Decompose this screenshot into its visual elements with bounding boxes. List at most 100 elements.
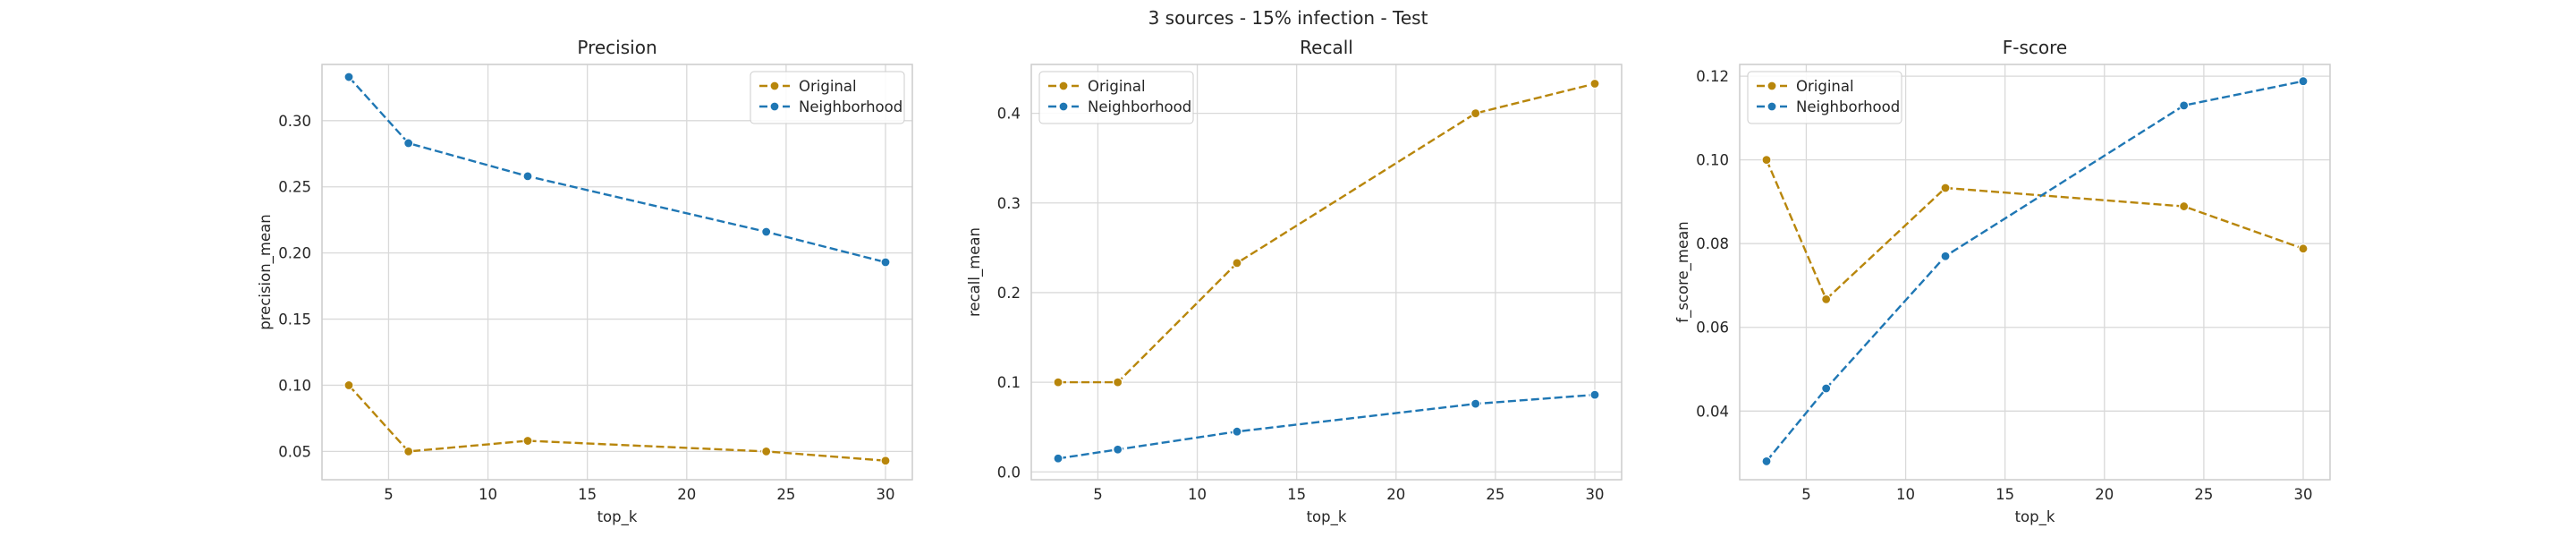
x-axis-label: top_k — [2015, 508, 2055, 526]
data-point-original — [403, 446, 414, 456]
data-point-neighborhood — [403, 138, 414, 149]
legend-label-neighborhood: Neighborhood — [799, 98, 902, 115]
x-tick-label: 25 — [776, 486, 795, 503]
y-tick-label: 0.12 — [1696, 68, 1729, 85]
data-point-original — [1053, 377, 1063, 388]
subplot-title: F-score — [2003, 37, 2067, 58]
y-axis-label: precision_mean — [257, 214, 275, 329]
y-tick-label: 0.3 — [997, 195, 1021, 212]
y-tick-label: 0.05 — [278, 443, 311, 460]
y-tick-label: 0.08 — [1696, 235, 1729, 252]
legend-label-neighborhood: Neighborhood — [1088, 98, 1191, 115]
legend-box — [1038, 71, 1194, 124]
data-point-neighborhood — [1232, 426, 1242, 437]
data-point-neighborhood — [1589, 389, 1600, 400]
data-point-original — [2298, 243, 2309, 254]
series-line-original — [348, 384, 886, 462]
y-tick-label: 0.10 — [1696, 152, 1729, 169]
legend-marker-neighborhood — [1058, 101, 1069, 112]
y-axis-label: recall_mean — [966, 227, 984, 317]
legend-label-neighborhood: Neighborhood — [1796, 98, 1900, 115]
legend: Original Neighborhood — [1747, 71, 1902, 124]
y-tick-label: 0.10 — [278, 377, 311, 394]
legend: Original Neighborhood — [750, 71, 905, 124]
x-tick-label: 20 — [1386, 486, 1405, 503]
x-tick-label: 15 — [1996, 486, 2014, 503]
subplot-precision: 5 10 15 20 25 30 0.05 0.10 0.15 0.20 0.25 0.30 Preci… — [257, 37, 913, 526]
data-point-original — [343, 379, 354, 391]
data-point-original — [1113, 377, 1123, 388]
x-tick-label: 5 — [1093, 486, 1103, 503]
x-tick-label: 5 — [1801, 486, 1811, 503]
x-tick-label: 20 — [677, 486, 696, 503]
subplot-f-score: 5 10 15 20 25 30 0.04 0.06 0.08 0.10 0.12 F-score to… — [1674, 37, 2331, 526]
x-tick-label: 20 — [2095, 486, 2114, 503]
y-tick-label: 0.06 — [1696, 320, 1729, 337]
x-tick-label: 30 — [877, 486, 895, 503]
data-point-neighborhood — [2298, 76, 2309, 87]
y-tick-label: 0.4 — [997, 106, 1021, 123]
legend-marker-original — [1767, 81, 1777, 91]
data-point-neighborhood — [1053, 453, 1063, 464]
legend-label-original: Original — [1088, 78, 1146, 95]
x-tick-label: 10 — [479, 486, 497, 503]
y-tick-label: 0.30 — [278, 113, 311, 130]
data-point-original — [1761, 155, 1772, 166]
x-axis-label: top_k — [597, 508, 638, 526]
x-tick-label: 5 — [384, 486, 394, 503]
legend-marker-original — [769, 81, 780, 91]
data-point-original — [1232, 258, 1242, 268]
x-tick-label: 25 — [2194, 486, 2213, 503]
y-tick-label: 0.15 — [278, 311, 311, 328]
subplot-title: Precision — [577, 37, 657, 58]
legend-label-original: Original — [799, 78, 857, 95]
data-point-neighborhood — [1113, 444, 1123, 455]
data-point-original — [1940, 183, 1951, 193]
x-tick-label: 10 — [1896, 486, 1915, 503]
legend-marker-original — [1058, 81, 1069, 91]
axes-frame — [321, 64, 913, 481]
legend-label-original: Original — [1796, 78, 1854, 95]
data-point-original — [2179, 200, 2190, 212]
subplots: 5 10 15 20 25 300.050.100.150.200.250.30Preci… — [257, 37, 2331, 526]
data-point-neighborhood — [1470, 398, 1481, 409]
axes-frame — [1739, 64, 2331, 481]
data-point-original — [1589, 78, 1600, 90]
legend-box — [750, 71, 905, 124]
data-point-original — [1470, 107, 1481, 119]
x-tick-label: 15 — [1287, 486, 1306, 503]
data-point-neighborhood — [522, 171, 533, 182]
data-point-neighborhood — [1821, 383, 1832, 394]
x-tick-label: 30 — [2294, 486, 2313, 503]
data-point-neighborhood — [761, 226, 772, 237]
y-tick-label: 0.25 — [278, 179, 311, 196]
data-point-neighborhood — [2179, 100, 2190, 111]
data-point-neighborhood — [1761, 456, 1772, 467]
y-axis-label: f_score_mean — [1674, 221, 1692, 322]
x-tick-label: 25 — [1486, 486, 1504, 503]
x-axis-label: top_k — [1307, 508, 1347, 526]
x-tick-label: 15 — [578, 486, 597, 503]
legend-box — [1747, 71, 1902, 124]
data-point-neighborhood — [880, 257, 891, 268]
plot-area — [1740, 64, 2330, 480]
data-point-original — [761, 446, 772, 456]
y-tick-label: 0.2 — [997, 285, 1021, 302]
data-point-original — [522, 435, 533, 447]
subplot-title: Recall — [1300, 37, 1353, 58]
axes-frame — [1030, 64, 1623, 481]
legend: Original Neighborhood — [1038, 71, 1194, 124]
plot-area — [1031, 64, 1622, 480]
y-tick-label: 0.20 — [278, 245, 311, 262]
figure-title: 3 sources - 15% infection - Test — [1148, 7, 1428, 29]
data-point-original — [880, 456, 891, 466]
data-point-neighborhood — [343, 72, 354, 82]
data-point-original — [1821, 294, 1832, 305]
plot-area — [322, 64, 912, 480]
y-tick-label: 0.04 — [1696, 403, 1729, 420]
x-tick-label: 30 — [1586, 486, 1605, 503]
y-tick-label: 0.1 — [997, 374, 1021, 391]
legend-marker-neighborhood — [769, 101, 780, 112]
legend-marker-neighborhood — [1767, 101, 1777, 112]
